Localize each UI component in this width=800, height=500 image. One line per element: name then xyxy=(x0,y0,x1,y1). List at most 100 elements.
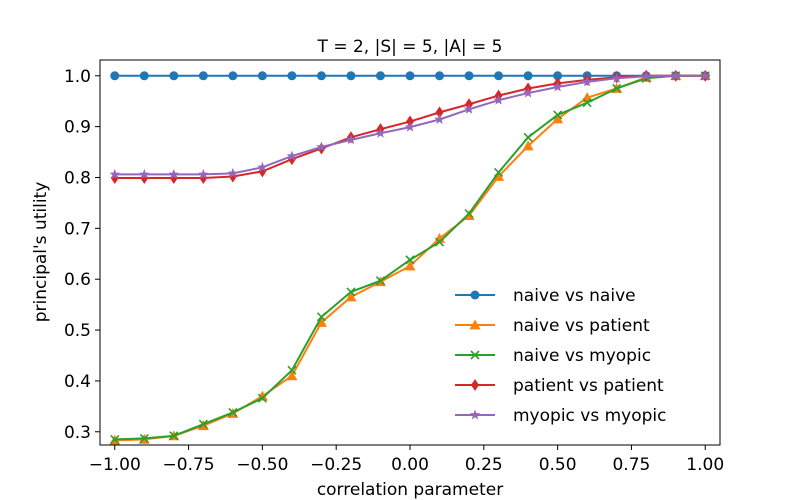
data-point xyxy=(434,114,445,124)
data-point xyxy=(346,287,356,297)
x-tick-label: 0.25 xyxy=(465,455,503,475)
legend-marker xyxy=(469,409,481,420)
data-point xyxy=(494,167,504,177)
plot-area xyxy=(109,69,711,445)
data-point xyxy=(406,115,414,128)
legend-marker xyxy=(471,379,479,391)
data-point xyxy=(405,71,415,81)
data-point xyxy=(522,140,534,151)
legend-label: naive vs patient xyxy=(513,316,650,336)
data-point xyxy=(139,168,150,179)
data-point xyxy=(611,72,622,83)
data-point xyxy=(552,81,563,92)
x-axis-label: correlation parameter xyxy=(317,480,503,500)
data-point xyxy=(198,419,208,429)
x-axis: −1.00 −0.75 −0.50 −0.25 0.00 0.25 0.50 0.75 1.00 xyxy=(89,445,724,475)
legend-entry: myopic vs myopic xyxy=(455,406,667,426)
legend-marker xyxy=(469,319,481,330)
data-point xyxy=(228,407,238,418)
x-tick-label: −0.50 xyxy=(236,455,288,475)
y-tick-label: 0.8 xyxy=(64,168,91,188)
y-tick-label: 0.6 xyxy=(64,270,91,290)
x-tick-label: −0.75 xyxy=(163,455,215,475)
legend-marker xyxy=(470,350,480,360)
data-point xyxy=(169,431,179,441)
data-point xyxy=(522,87,534,98)
data-point xyxy=(404,260,416,271)
data-point xyxy=(523,132,533,142)
data-point xyxy=(700,70,711,81)
series-myopic-vs-myopic xyxy=(109,70,711,179)
data-point xyxy=(434,237,445,247)
data-point xyxy=(315,316,327,327)
y-axis: 0.3 0.4 0.5 0.6 0.7 0.8 0.9 1.0 xyxy=(64,67,100,443)
x-tick-label: 0.00 xyxy=(391,455,429,475)
data-point xyxy=(316,71,326,81)
data-point xyxy=(523,71,533,81)
data-point xyxy=(553,110,563,120)
data-point xyxy=(435,106,444,119)
legend-label: patient vs patient xyxy=(513,376,664,396)
data-point xyxy=(110,71,120,81)
data-point xyxy=(463,103,475,114)
legend-label: naive vs myopic xyxy=(513,346,651,366)
chart-title: T = 2, |S| = 5, |A| = 5 xyxy=(317,37,503,57)
data-point xyxy=(346,71,356,81)
data-point xyxy=(257,161,268,172)
x-tick-label: 0.75 xyxy=(612,455,650,475)
data-point xyxy=(375,127,386,138)
y-tick-label: 1.0 xyxy=(64,67,91,87)
data-point xyxy=(198,71,208,81)
data-point xyxy=(286,150,298,161)
data-point xyxy=(110,434,120,444)
legend: naive vs naive naive vs patient naive vs m… xyxy=(455,286,667,426)
legend-marker xyxy=(470,290,480,300)
legend-entry: patient vs patient xyxy=(455,376,664,396)
legend-label: naive vs naive xyxy=(513,286,636,306)
data-point xyxy=(494,71,504,81)
data-point xyxy=(169,71,179,81)
data-point xyxy=(228,71,238,81)
data-point xyxy=(256,390,268,401)
data-point xyxy=(435,71,445,81)
data-point xyxy=(286,370,298,381)
data-point xyxy=(345,134,357,145)
data-point xyxy=(553,71,563,81)
data-point xyxy=(316,141,327,152)
data-point xyxy=(670,70,681,81)
data-point xyxy=(139,71,149,81)
data-point xyxy=(493,170,505,181)
data-point xyxy=(404,121,416,132)
legend-entry: naive vs myopic xyxy=(455,346,651,366)
data-point xyxy=(316,312,326,322)
data-point xyxy=(464,209,474,219)
legend-entry: naive vs patient xyxy=(455,316,650,336)
data-point xyxy=(405,255,415,265)
x-tick-label: 0.50 xyxy=(539,455,577,475)
data-point xyxy=(640,70,652,81)
data-point xyxy=(581,76,593,87)
y-tick-label: 0.4 xyxy=(64,372,91,392)
legend-label: myopic vs myopic xyxy=(513,406,667,426)
data-point xyxy=(257,71,267,81)
data-point xyxy=(109,168,120,179)
x-tick-label: −0.25 xyxy=(310,455,362,475)
data-point xyxy=(375,276,386,286)
data-point xyxy=(612,83,622,94)
data-point xyxy=(345,291,357,302)
legend-entry: naive vs naive xyxy=(455,286,636,306)
data-point xyxy=(227,167,239,178)
data-point xyxy=(464,71,474,81)
data-point xyxy=(375,71,385,81)
data-point xyxy=(168,168,180,179)
data-point xyxy=(582,98,592,108)
x-tick-label: −1.00 xyxy=(89,455,141,475)
y-tick-label: 0.9 xyxy=(64,118,91,138)
data-point xyxy=(139,433,149,443)
data-point xyxy=(493,94,504,105)
y-axis-label: principal's utility xyxy=(31,182,51,323)
data-point xyxy=(287,365,297,375)
data-point xyxy=(287,71,297,81)
x-tick-label: 1.00 xyxy=(686,455,724,475)
